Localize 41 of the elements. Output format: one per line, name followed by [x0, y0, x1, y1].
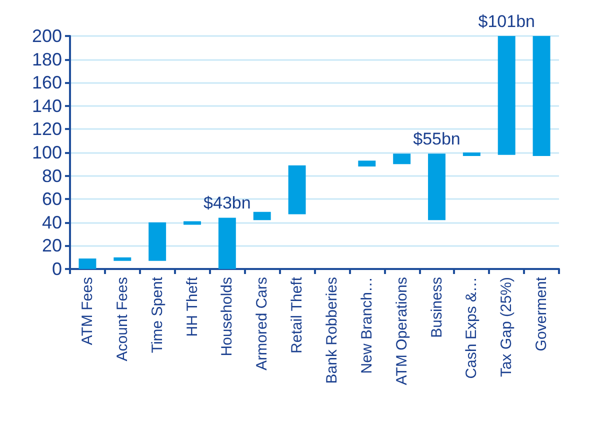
- bar: [218, 218, 236, 269]
- y-tick-label: 60: [42, 189, 62, 210]
- bar: [253, 212, 271, 220]
- y-tick-label: 0: [52, 259, 62, 279]
- annotation: $55bn: [413, 130, 460, 149]
- bar: [428, 154, 446, 220]
- x-tick-label: ATM Operations: [393, 277, 410, 386]
- y-tick-label: 140: [32, 96, 62, 116]
- y-tick-label: 160: [32, 72, 62, 93]
- x-tick-label: Goverment: [533, 276, 550, 352]
- annotation: $101bn: [478, 12, 535, 31]
- x-tick-label: New Branch…: [358, 277, 376, 374]
- bar: [288, 165, 306, 214]
- x-tick-label: Armored Cars: [254, 277, 271, 370]
- x-tick-label: Business: [428, 277, 446, 338]
- x-tick-label: Tax Gap (25%): [498, 277, 516, 378]
- y-tick-label: 20: [42, 236, 62, 256]
- bar: [532, 36, 550, 156]
- x-tick-label: Households: [218, 277, 236, 356]
- bar: [393, 154, 411, 164]
- bar: [114, 257, 132, 261]
- y-tick-label: 180: [32, 49, 62, 70]
- x-tick-label: Acount Fees: [114, 277, 131, 362]
- bar: [358, 160, 376, 166]
- x-tick-label: ATM Fees: [78, 277, 96, 346]
- annotation: $43bn: [204, 194, 251, 213]
- x-tick-label: Bank Robberies: [323, 277, 340, 384]
- x-tick-label: Cash Exps &…: [463, 277, 480, 379]
- bar: [498, 36, 516, 155]
- y-tick-label: 40: [42, 212, 62, 232]
- bar: [184, 221, 201, 225]
- y-tick-label: 120: [32, 119, 62, 140]
- y-tick-label: 200: [32, 26, 62, 46]
- bar: [78, 258, 96, 269]
- y-tick-label: 100: [32, 142, 62, 162]
- x-tick-label: Time Spent: [148, 276, 166, 354]
- bar: [462, 152, 480, 156]
- x-tick-label: HH Theft: [184, 276, 201, 337]
- x-tick-label: Retail Theft: [288, 276, 306, 354]
- bar: [148, 222, 166, 261]
- y-tick-label: 80: [42, 166, 62, 186]
